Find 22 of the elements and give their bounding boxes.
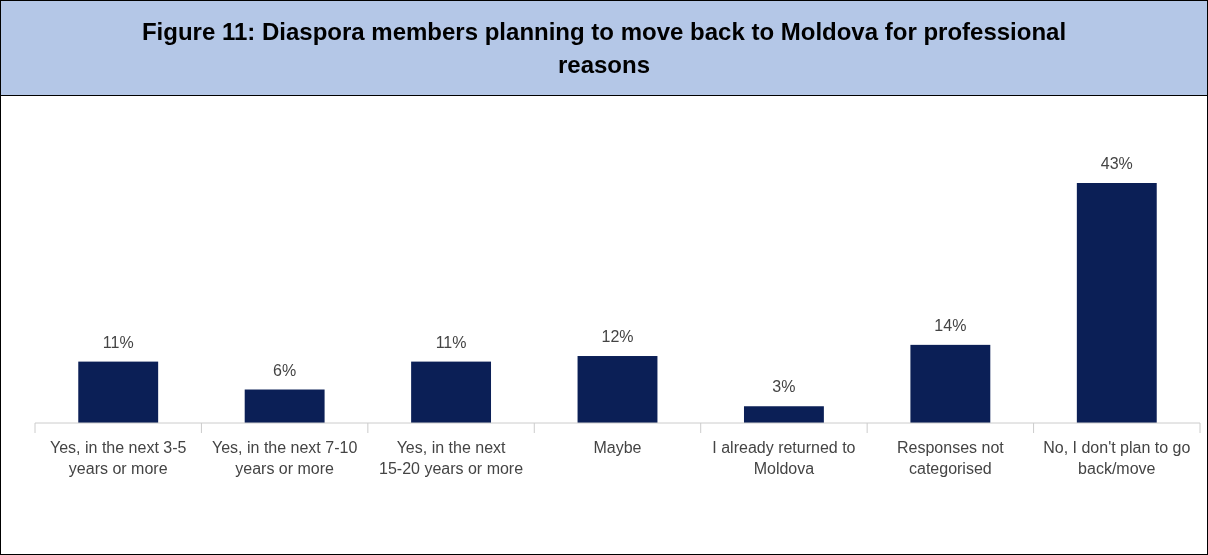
bar — [577, 356, 658, 423]
data-label: 11% — [435, 333, 467, 351]
data-label: 6% — [273, 361, 297, 379]
x-tick-label: Yes, in the next 3-5 years or more — [50, 439, 187, 477]
bar — [411, 361, 492, 423]
bar — [743, 406, 824, 423]
bar — [244, 389, 325, 423]
x-tick-label: Yes, in the next 15-20 years or more — [379, 439, 524, 477]
x-tick-label: Yes, in the next 7-10 years or more — [211, 439, 358, 477]
x-tick-label: No, I don't plan to go back/move — [1043, 439, 1191, 477]
x-tick-label: Maybe — [593, 439, 642, 456]
data-label: 3% — [772, 378, 796, 396]
bar — [78, 361, 159, 423]
x-tick-label: Responses not categorised — [896, 439, 1005, 477]
data-label: 12% — [601, 328, 634, 346]
data-label: 43% — [1100, 155, 1133, 172]
data-label: 11% — [102, 333, 134, 351]
chart-title: Figure 11: Diaspora members planning to move back to Moldova for professional reasons — [141, 18, 1067, 78]
x-tick-label: I already returned to Moldova — [712, 439, 856, 477]
bar — [1076, 183, 1157, 423]
data-label: 14% — [934, 316, 967, 334]
bar — [910, 344, 991, 423]
